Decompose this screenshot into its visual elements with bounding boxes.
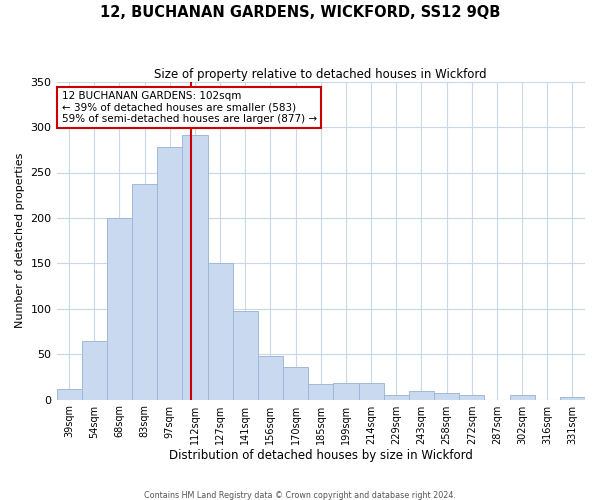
- Y-axis label: Number of detached properties: Number of detached properties: [15, 153, 25, 328]
- Bar: [509, 395, 535, 400]
- Bar: [56, 388, 82, 400]
- Bar: [233, 310, 258, 400]
- Bar: [359, 383, 383, 400]
- Bar: [157, 147, 182, 400]
- Bar: [258, 356, 283, 400]
- Bar: [334, 383, 359, 400]
- Bar: [283, 367, 308, 400]
- Text: 12 BUCHANAN GARDENS: 102sqm
← 39% of detached houses are smaller (583)
59% of se: 12 BUCHANAN GARDENS: 102sqm ← 39% of det…: [62, 91, 317, 124]
- Bar: [383, 395, 409, 400]
- Bar: [434, 393, 459, 400]
- Bar: [208, 264, 233, 400]
- Title: Size of property relative to detached houses in Wickford: Size of property relative to detached ho…: [154, 68, 487, 80]
- Bar: [560, 397, 585, 400]
- X-axis label: Distribution of detached houses by size in Wickford: Distribution of detached houses by size …: [169, 450, 473, 462]
- Bar: [132, 184, 157, 400]
- Text: 12, BUCHANAN GARDENS, WICKFORD, SS12 9QB: 12, BUCHANAN GARDENS, WICKFORD, SS12 9QB: [100, 5, 500, 20]
- Bar: [409, 392, 434, 400]
- Bar: [308, 384, 334, 400]
- Bar: [182, 136, 208, 400]
- Text: Contains HM Land Registry data © Crown copyright and database right 2024.: Contains HM Land Registry data © Crown c…: [144, 490, 456, 500]
- Bar: [107, 218, 132, 400]
- Bar: [459, 395, 484, 400]
- Bar: [82, 342, 107, 400]
